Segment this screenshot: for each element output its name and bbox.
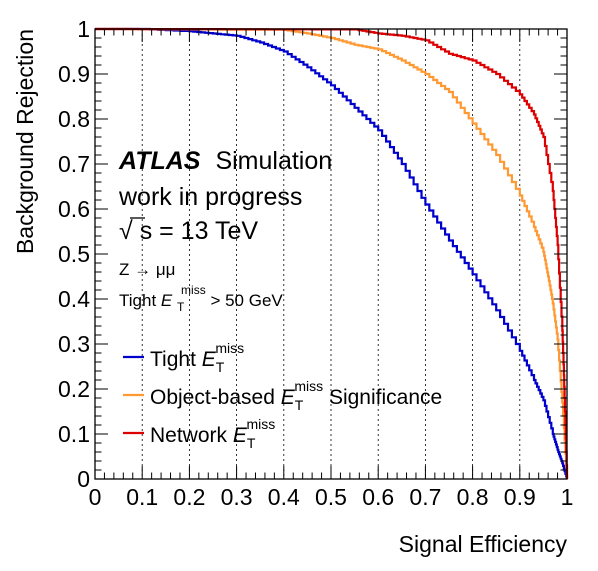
selection-label: Tight E T miss > 50 GeV <box>119 279 283 315</box>
y-tick-label: 0.8 <box>58 106 90 132</box>
atlas-simulation: Simulation <box>215 147 332 175</box>
process-label: Z → μμ <box>119 260 175 279</box>
x-tick-label: 0.5 <box>315 484 347 510</box>
selection-subscript: T <box>177 300 185 314</box>
selection-prefix: Tight <box>119 291 161 310</box>
x-tick-label: 0.7 <box>409 484 441 510</box>
axis-ticks <box>94 28 568 480</box>
x-tick-labels: 0 0.1 0.2 0.3 0.4 0.5 0.6 0.7 0.8 0.9 1 <box>89 484 574 510</box>
legend-entry-2: Object-based ETmiss Significance <box>150 378 442 413</box>
x-tick-label: 1 <box>561 484 574 510</box>
sqrt-symbol: √ <box>119 217 133 245</box>
x-axis-title: Signal Efficiency <box>399 531 568 557</box>
legend-text-part: T <box>247 435 256 451</box>
atlas-label-line: ATLAS Simulation <box>118 147 332 175</box>
legend-entry-1: Tight ETmiss <box>150 340 244 375</box>
y-tick-label: 0.6 <box>58 196 90 222</box>
legend-text-part: T <box>295 397 304 413</box>
legend-text-part: T <box>216 359 225 375</box>
selection-superscript: miss <box>181 283 206 297</box>
y-tick-labels: 0 0.1 0.2 0.3 0.4 0.5 0.6 0.7 0.8 0.9 1 <box>58 16 90 492</box>
x-tick-label: 0.3 <box>221 484 253 510</box>
atlas-annotation: ATLAS Simulation work in progress √ s = … <box>118 147 332 315</box>
vertical-grid <box>141 29 521 479</box>
legend-text-part: miss <box>215 340 244 356</box>
y-tick-label: 0.2 <box>58 376 90 402</box>
energy-label: √ s = 13 TeV <box>119 217 258 245</box>
status-label: work in progress <box>118 183 302 211</box>
y-tick-label: 0.7 <box>58 151 90 177</box>
y-tick-label: 0.9 <box>58 61 90 87</box>
atlas-experiment: ATLAS <box>118 147 201 175</box>
energy-value: s = 13 TeV <box>140 217 259 245</box>
legend-text-part: Object-based <box>150 386 281 409</box>
series-line-3 <box>95 27 569 479</box>
legend-text-part: miss <box>294 378 323 394</box>
y-tick-label: 0.3 <box>58 331 90 357</box>
legend-text-part: Network <box>150 424 233 447</box>
y-tick-label: 0.4 <box>58 286 90 312</box>
legend-text-part: E <box>281 386 296 409</box>
x-tick-label: 0.8 <box>457 484 489 510</box>
series-line-1 <box>95 27 569 479</box>
legend-text-part: E <box>233 424 248 447</box>
legend-text-part: E <box>202 348 217 371</box>
x-tick-label: 0.9 <box>504 484 536 510</box>
legend-text-part: Tight <box>150 348 202 371</box>
y-axis-title: Background Rejection <box>12 29 38 254</box>
x-tick-label: 0.6 <box>362 484 394 510</box>
x-tick-label: 0.1 <box>126 484 158 510</box>
selection-variable: E <box>161 291 173 310</box>
y-tick-label: 0.1 <box>58 421 90 447</box>
legend-entry-3: Network ETmiss <box>150 416 275 451</box>
y-tick-label: 1 <box>77 16 90 42</box>
x-tick-label: 0 <box>89 484 102 510</box>
x-tick-label: 0.4 <box>268 484 300 510</box>
selection-suffix: > 50 GeV <box>210 291 283 310</box>
x-tick-label: 0.2 <box>173 484 205 510</box>
y-tick-label: 0.5 <box>58 241 90 267</box>
y-tick-label: 0 <box>77 466 90 492</box>
legend-text-part: Significance <box>323 386 442 409</box>
legend-text-part: miss <box>246 416 275 432</box>
